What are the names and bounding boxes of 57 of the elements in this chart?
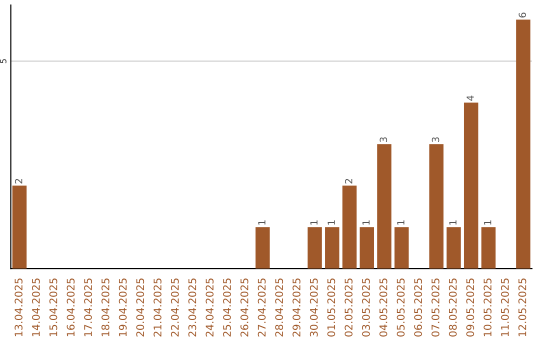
data-label: 1 [397, 220, 404, 225]
x-tick-label: 24.04.2025 [206, 278, 214, 337]
x-tick-label: 21.04.2025 [154, 278, 162, 337]
y-tick-label: 5 [0, 59, 6, 64]
x-tick-label: 11.05.2025 [500, 278, 509, 336]
bar [360, 227, 374, 269]
x-tick-label: 23.04.2025 [188, 278, 196, 337]
x-tick-label: 13.04.2025 [14, 278, 23, 336]
bar [325, 227, 340, 269]
x-tick-label: 22.04.2025 [170, 278, 179, 337]
bar [256, 227, 270, 269]
x-tick-label: 25.04.2025 [223, 278, 231, 337]
x-tick-label: 15.04.2025 [49, 278, 58, 336]
x-tick-label: 08.05.2025 [448, 278, 457, 337]
data-label: 1 [484, 220, 492, 225]
bar [446, 227, 461, 269]
x-tick-label: 28.04.2025 [275, 278, 284, 337]
data-label: 4 [466, 96, 474, 101]
x-tick-label: 03.05.2025 [362, 278, 370, 337]
x-tick-label: 17.04.2025 [84, 278, 92, 336]
x-tick-label: 02.05.2025 [344, 278, 353, 337]
x-tick-label: 19.04.2025 [118, 278, 127, 336]
bar [12, 186, 27, 269]
bar [481, 227, 496, 269]
x-tick-label: 20.04.2025 [136, 278, 144, 337]
data-label: 2 [14, 179, 22, 184]
data-label: 3 [432, 137, 440, 142]
data-label: 1 [362, 220, 370, 225]
bar [429, 144, 444, 269]
x-tick-label: 09.05.2025 [466, 278, 474, 337]
bar [308, 227, 322, 269]
x-tick-label: 12.05.2025 [518, 278, 526, 336]
x-tick-label: 29.04.2025 [292, 278, 300, 337]
data-label: 3 [380, 137, 388, 142]
bar [342, 186, 357, 269]
x-tick-label: 05.05.2025 [396, 278, 405, 337]
x-tick-label: 07.05.2025 [432, 278, 440, 337]
x-tick-label: 18.04.2025 [101, 278, 110, 336]
x-tick-label: 06.05.2025 [414, 278, 422, 337]
bar [377, 144, 392, 269]
data-label: 1 [328, 220, 335, 225]
x-tick-label: 04.05.2025 [379, 278, 388, 337]
x-tick-label: 16.04.2025 [66, 278, 75, 336]
bar [464, 102, 478, 269]
data-label: 6 [518, 12, 526, 18]
data-label: 2 [344, 179, 352, 184]
data-label: 1 [258, 220, 266, 225]
x-tick-label: 27.04.2025 [258, 278, 266, 337]
bar [394, 227, 409, 269]
x-tick-label: 10.05.2025 [484, 278, 492, 336]
bar [516, 20, 530, 269]
x-tick-label: 30.04.2025 [310, 278, 318, 336]
data-label: 1 [449, 220, 456, 225]
x-tick-label: 14.04.2025 [32, 278, 40, 336]
x-tick-label: 01.05.2025 [327, 278, 336, 337]
x-tick-label: 26.04.2025 [240, 278, 248, 337]
data-label: 1 [310, 220, 318, 225]
